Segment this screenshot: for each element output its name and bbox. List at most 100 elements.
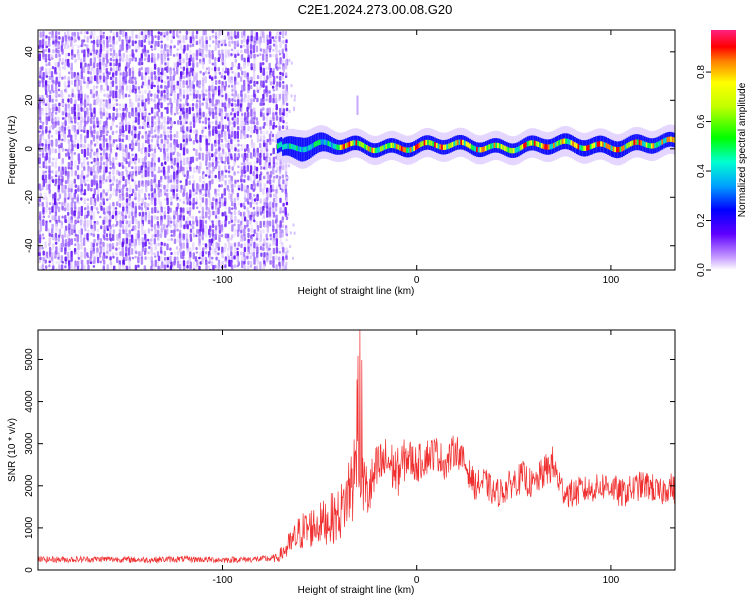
noise-cell xyxy=(185,34,188,41)
noise-cell xyxy=(173,121,176,125)
noise-cell xyxy=(166,259,169,266)
noise-cell xyxy=(170,106,173,114)
noise-cell xyxy=(247,148,250,154)
noise-cell xyxy=(246,134,249,138)
noise-cell xyxy=(218,220,221,227)
y-tick-label: -20 xyxy=(24,190,35,205)
noise-cell xyxy=(167,205,170,212)
noise-cell xyxy=(243,261,246,265)
noise-cell xyxy=(92,193,95,199)
noise-cell xyxy=(93,151,96,156)
noise-cell xyxy=(220,138,224,143)
noise-cell xyxy=(288,109,291,113)
noise-cell xyxy=(170,220,173,224)
noise-cell xyxy=(157,157,161,163)
noise-cell xyxy=(79,174,83,181)
noise-cell xyxy=(285,201,289,206)
noise-cell xyxy=(89,89,93,95)
noise-cell xyxy=(145,133,148,140)
noise-cell xyxy=(209,98,212,104)
noise-cell xyxy=(73,178,76,184)
colorbar: 0.00.20.40.60.8 Normalized spectral ampl… xyxy=(696,30,748,277)
noise-cell xyxy=(138,71,141,77)
noise-cell xyxy=(112,206,115,213)
noise-cell xyxy=(244,197,247,203)
noise-cell xyxy=(279,117,282,123)
noise-cell xyxy=(38,75,42,79)
noise-cell xyxy=(156,111,159,117)
noise-cell xyxy=(58,57,61,62)
noise-cell xyxy=(243,70,247,78)
noise-cell xyxy=(70,238,73,246)
noise-cell xyxy=(211,121,214,125)
noise-cell xyxy=(156,138,159,146)
noise-cell xyxy=(106,211,109,214)
noise-cell xyxy=(115,40,118,45)
noise-cell xyxy=(211,170,214,175)
noise-cell xyxy=(205,251,208,255)
noise-cell xyxy=(286,91,289,95)
noise-cell xyxy=(189,166,192,172)
noise-cell xyxy=(199,52,202,57)
noise-cell xyxy=(228,206,231,214)
noise-cell xyxy=(271,36,275,39)
noise-cell xyxy=(250,238,253,245)
noise-cell xyxy=(61,76,64,80)
noise-cell xyxy=(272,162,276,168)
noise-cell xyxy=(253,111,256,120)
noise-cell xyxy=(105,53,108,60)
noise-cell xyxy=(115,215,118,222)
noise-cell xyxy=(51,215,54,221)
noise-cell xyxy=(118,264,121,270)
noise-cell xyxy=(106,130,109,134)
noise-cell xyxy=(243,148,247,153)
noise-cell xyxy=(259,246,263,251)
noise-cell xyxy=(208,232,212,238)
noise-cell xyxy=(111,183,115,186)
noise-cell xyxy=(274,206,278,212)
noise-cell xyxy=(47,215,51,219)
noise-cell xyxy=(41,201,44,207)
noise-cell xyxy=(41,107,44,112)
noise-cell xyxy=(220,134,223,138)
noise-cell xyxy=(252,121,256,125)
noise-cell xyxy=(44,174,48,181)
noise-cell xyxy=(73,106,76,113)
noise-cell xyxy=(214,57,217,62)
noise-cell xyxy=(151,171,154,178)
noise-cell xyxy=(84,211,87,215)
noise-cell xyxy=(179,115,182,121)
noise-cell xyxy=(228,165,231,170)
noise-cell xyxy=(55,157,58,161)
noise-cell xyxy=(105,138,108,143)
noise-cell xyxy=(246,121,249,126)
noise-cell xyxy=(138,237,141,246)
noise-cell xyxy=(52,237,55,241)
noise-cell xyxy=(112,233,115,241)
noise-cell xyxy=(122,156,125,162)
snr-frame xyxy=(37,329,676,571)
noise-cell xyxy=(256,134,260,143)
noise-cell xyxy=(228,40,231,47)
noise-cell xyxy=(55,48,58,53)
noise-cell xyxy=(185,80,188,86)
noise-cell xyxy=(265,270,267,276)
noise-cell xyxy=(129,54,132,57)
signal-core xyxy=(495,142,498,148)
noise-cell xyxy=(61,205,64,211)
noise-cell xyxy=(208,44,212,48)
noise-cell xyxy=(138,125,141,130)
noise-cell xyxy=(57,116,60,122)
noise-cell xyxy=(38,165,42,169)
noise-cell xyxy=(266,94,269,100)
noise-cell xyxy=(127,135,131,142)
noise-cell xyxy=(80,210,83,217)
noise-cell xyxy=(281,219,284,224)
noise-cell xyxy=(128,67,131,77)
noise-cell xyxy=(244,48,247,54)
noise-cell xyxy=(143,58,147,61)
noise-cell xyxy=(191,43,195,47)
noise-cell xyxy=(79,85,83,91)
noise-cell xyxy=(269,237,273,241)
noise-cell xyxy=(227,151,231,156)
